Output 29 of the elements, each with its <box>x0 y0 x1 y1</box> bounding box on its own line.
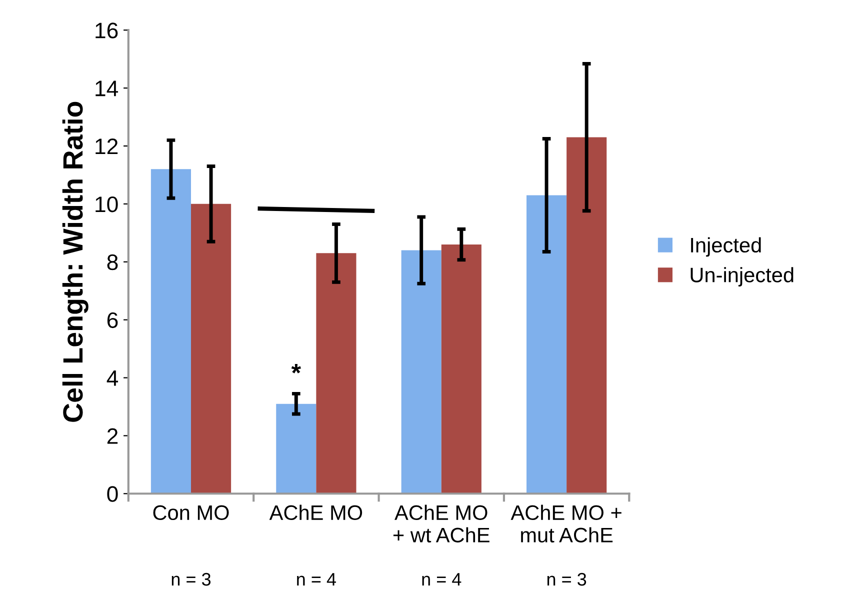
bar <box>316 253 356 494</box>
y-axis-title: Cell Length: Width Ratio <box>62 102 88 422</box>
text: n = 3 <box>172 572 211 586</box>
legend-label: Injected <box>691 237 761 257</box>
bar <box>441 244 482 494</box>
bar <box>276 404 316 494</box>
x-tick-label: AChE MO <box>269 504 362 520</box>
legend-label: Un-injected <box>690 267 794 286</box>
y-tick-label: 2 <box>107 428 118 444</box>
bar <box>566 137 607 494</box>
bar <box>401 250 442 494</box>
y-tick-label: 4 <box>106 370 118 386</box>
y-tick-label: 0 <box>107 486 118 502</box>
annotation: * <box>291 364 301 374</box>
y-tick-label: 12 <box>96 138 118 154</box>
bar <box>526 195 567 494</box>
y-tick-label: 16 <box>96 22 118 38</box>
text: n = 4 <box>422 573 462 586</box>
text: n = 3 <box>547 572 586 586</box>
text: n = 4 <box>297 573 336 586</box>
x-tick-label: AChE MO + mut AChE <box>510 504 622 542</box>
y-tick-label: 8 <box>107 254 118 270</box>
y-tick-label: 6 <box>107 312 118 328</box>
y-tick-label: 10 <box>96 196 118 212</box>
y-tick-label: 14 <box>96 80 118 96</box>
x-tick-label: AChE MO + wt AChE <box>393 504 490 542</box>
bar <box>150 169 191 494</box>
x-tick-label: Con MO <box>153 505 229 520</box>
bar <box>190 204 232 494</box>
